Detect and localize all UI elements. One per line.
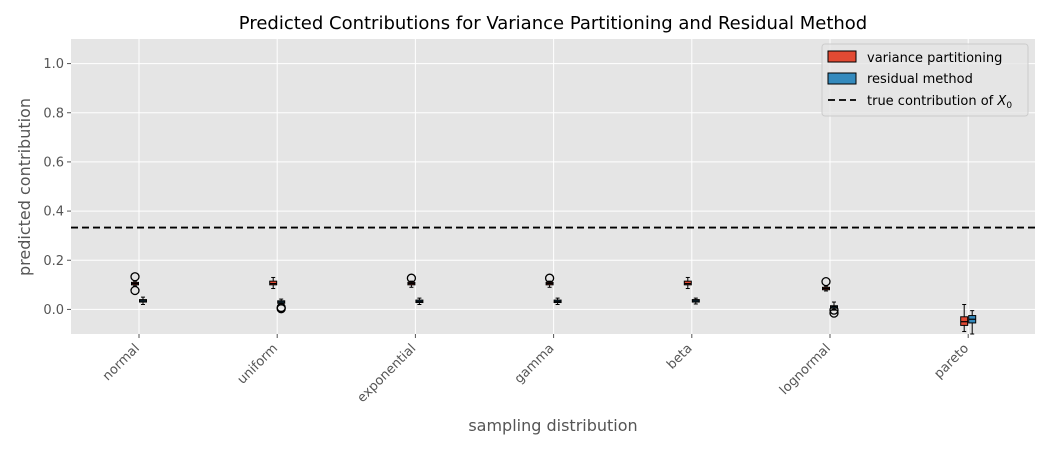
legend-frame: [821, 43, 1029, 117]
outlier-point: [829, 308, 839, 318]
box-residual-method-pareto: [968, 310, 977, 335]
box-residual-method-normal: [139, 296, 147, 305]
legend-label-var: X: [996, 94, 1007, 109]
y-tick-label: 0.0: [43, 303, 64, 318]
y-tick-label: 0.2: [43, 254, 64, 269]
box-variance-partitioning-pareto: [960, 304, 969, 333]
box-residual-method-beta: [691, 297, 700, 305]
x-tick-label-beta: beta: [664, 341, 695, 372]
x-axis-ticks: normal uniform exponential gamma beta lognorm…: [100, 334, 972, 406]
x-tick-label-uniform: uniform: [235, 341, 281, 387]
x-tick-label-exponential: exponential: [355, 341, 420, 406]
outlier-point: [544, 273, 555, 283]
legend-label-sub: 0: [1006, 101, 1012, 111]
y-tick-label: 0.4: [43, 205, 64, 220]
outlier-point: [406, 273, 417, 283]
x-tick-label-lognormal: lognormal: [777, 341, 834, 398]
y-tick-label: 1.0: [43, 57, 64, 72]
chart-title: Predicted Contributions for Variance Par…: [239, 13, 867, 34]
y-axis-ticks: 0.0 0.2 0.4 0.6 0.8 1.0: [43, 57, 71, 318]
legend-label-residual-method: residual method: [867, 72, 973, 87]
legend: variance partitioning residual method tr…: [821, 43, 1029, 117]
box-layer: [130, 272, 977, 335]
y-axis-label: predicted contribution: [15, 98, 34, 276]
x-tick-label-pareto: pareto: [931, 341, 972, 382]
outlier-point: [130, 272, 140, 282]
outlier-point: [829, 305, 839, 315]
outlier-point: [276, 304, 286, 314]
x-tick-label-normal: normal: [100, 341, 143, 384]
box-variance-partitioning-exponential: [406, 273, 417, 288]
box-residual-method-exponential: [415, 297, 424, 305]
box-residual-method-lognormal: [829, 301, 839, 318]
box-variance-partitioning-normal: [130, 272, 140, 296]
box-body: [269, 280, 278, 286]
legend-label-variance-partitioning: variance partitioning: [867, 51, 1002, 66]
legend-swatch-variance-partitioning: [827, 50, 857, 63]
box-variance-partitioning-uniform: [269, 276, 278, 290]
box-variance-partitioning-gamma: [544, 273, 555, 288]
box-residual-method-uniform: [276, 298, 286, 314]
y-tick-label: 0.6: [43, 155, 64, 170]
x-tick-label-gamma: gamma: [512, 341, 558, 387]
y-tick-label: 0.8: [43, 106, 64, 121]
box-body: [960, 316, 969, 326]
x-axis-label: sampling distribution: [468, 416, 637, 435]
legend-swatch-residual-method: [827, 72, 857, 85]
box-variance-partitioning-lognormal: [821, 276, 831, 292]
box-residual-method-gamma: [553, 297, 562, 305]
outlier-point: [821, 276, 831, 287]
legend-label-true-contribution: true contribution of X0: [867, 94, 1012, 111]
box-variance-partitioning-beta: [683, 276, 692, 290]
legend-label-prefix: true contribution of: [867, 94, 997, 109]
outlier-point: [130, 285, 140, 296]
box-body: [683, 280, 692, 286]
